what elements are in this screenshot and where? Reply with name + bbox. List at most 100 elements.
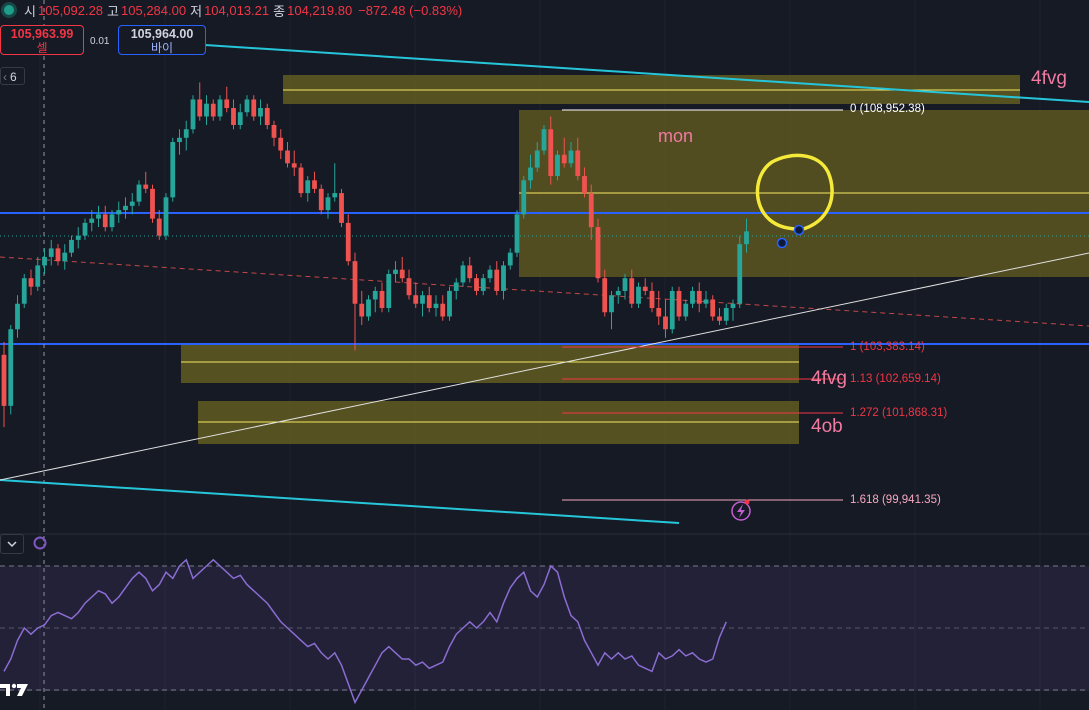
candle-body: [143, 184, 149, 189]
pane-collapse-button[interactable]: [0, 534, 24, 554]
interval-selector[interactable]: ‹ 6: [0, 67, 25, 85]
candle-body: [231, 107, 236, 125]
candle-body: [170, 142, 176, 198]
candle: [676, 286, 682, 321]
candle-body: [15, 303, 20, 330]
sell-button[interactable]: 105,963.99 셀: [0, 25, 84, 55]
open-label: 시: [24, 3, 36, 19]
candle: [177, 129, 182, 155]
candle-body: [69, 239, 74, 253]
candle: [615, 286, 621, 304]
candle: [636, 282, 641, 308]
candle-body: [541, 129, 547, 151]
candle-body: [278, 137, 284, 151]
candle: [305, 176, 311, 202]
candle: [190, 95, 196, 134]
candle-body: [393, 269, 398, 274]
candle-body: [55, 248, 61, 262]
buy-label: 바이: [150, 41, 174, 55]
low-label: 저: [190, 3, 203, 19]
candle: [501, 261, 506, 300]
candle: [244, 95, 250, 117]
candle: [82, 218, 88, 240]
candle: [197, 82, 203, 121]
candle: [528, 154, 533, 189]
candle: [28, 269, 34, 296]
candle-body: [696, 290, 702, 304]
candle: [204, 95, 209, 125]
candle-body: [325, 197, 331, 211]
candle: [183, 120, 189, 151]
candle-body: [109, 214, 115, 228]
candle-body: [730, 303, 736, 308]
candle-body: [379, 290, 385, 308]
candle: [588, 184, 594, 240]
candle: [656, 290, 662, 326]
change-value: −872.48 (−0.83%): [358, 2, 463, 18]
candle: [89, 210, 95, 232]
candle-body: [48, 248, 54, 257]
candle: [494, 261, 500, 296]
candle-body: [28, 278, 34, 287]
high-label: 고: [107, 3, 120, 19]
candle-body: [237, 112, 243, 125]
zone-mid-fvg[interactable]: [181, 343, 799, 383]
candle-body: [123, 205, 128, 211]
candle: [123, 197, 128, 219]
candle: [75, 227, 81, 249]
candle: [575, 137, 581, 181]
candle-body: [582, 176, 587, 194]
candle: [663, 299, 668, 338]
candle-body: [636, 286, 641, 304]
trendline-upper-cyan[interactable]: [204, 44, 1089, 103]
candle-body: [480, 278, 486, 291]
buy-button[interactable]: 105,964.00 바이: [118, 25, 206, 55]
candle: [480, 273, 486, 296]
candle: [379, 282, 385, 313]
red-dashed-trendline[interactable]: [0, 256, 1089, 327]
candle-body: [129, 201, 135, 206]
candle-body: [534, 150, 540, 168]
candle-body: [406, 278, 412, 296]
candle: [737, 235, 743, 308]
candle-body: [467, 265, 473, 279]
freehand-circle-drawing[interactable]: [755, 153, 834, 232]
open-value: 105,092.28: [37, 2, 104, 18]
candle: [318, 184, 324, 215]
candle-body: [521, 180, 527, 215]
candle: [21, 273, 27, 308]
candle-body: [244, 99, 250, 113]
low-value: 104,013.21: [204, 2, 270, 18]
candle-body: [588, 193, 594, 228]
sell-price: 105,963.99: [10, 27, 74, 41]
candle-body: [183, 129, 189, 138]
candle-body: [561, 154, 567, 164]
sync-icon[interactable]: [32, 535, 48, 551]
trendline-white[interactable]: [0, 252, 1089, 481]
lightning-alert-icon[interactable]: [731, 499, 751, 521]
candle-body: [82, 222, 88, 236]
candle-body: [555, 154, 560, 177]
candle-body: [8, 329, 14, 406]
tradingview-logo-icon[interactable]: [0, 680, 32, 698]
candle: [116, 201, 122, 223]
candle: [69, 235, 74, 257]
drawing-handle-end[interactable]: [793, 224, 805, 236]
drawing-handle-start[interactable]: [776, 237, 788, 249]
candle: [231, 99, 236, 130]
candle: [703, 290, 709, 308]
candle-body: [251, 99, 257, 117]
candle-body: [42, 256, 47, 266]
candle: [744, 218, 749, 253]
trendline-lower-cyan[interactable]: [0, 479, 680, 524]
status-dot-icon[interactable]: [4, 5, 14, 15]
candle-body: [426, 295, 432, 308]
candle: [683, 299, 689, 321]
rsi-line: [3, 558, 727, 705]
candle: [514, 210, 520, 257]
candle-body: [474, 278, 479, 291]
candle-body: [744, 231, 749, 245]
candle-body: [453, 282, 459, 291]
candle: [170, 137, 176, 202]
